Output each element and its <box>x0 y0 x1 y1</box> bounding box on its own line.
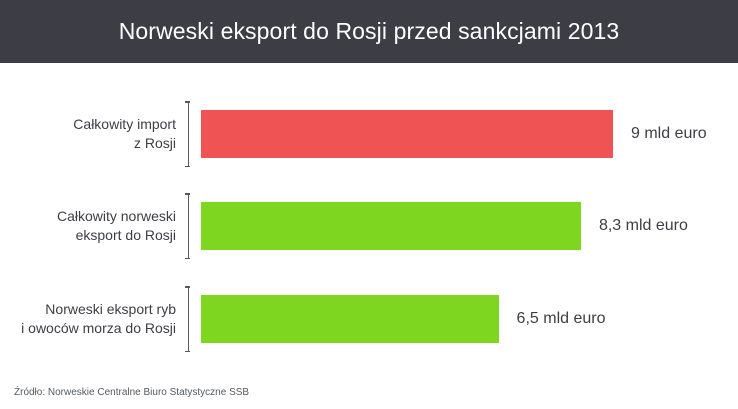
value-label: 8,3 mld euro <box>598 217 688 234</box>
category-label: Norweski eksport ryb i owoców morza do R… <box>21 301 176 336</box>
bar <box>201 202 581 250</box>
source-note: Źródło: Norweskie Centralne Biuro Statys… <box>14 387 250 398</box>
bar-row: Całkowity import z Rosji 9 mld euro <box>0 101 738 167</box>
value-label: 6,5 mld euro <box>516 310 606 327</box>
bar-row: Norweski eksport ryb i owoców morza do R… <box>0 286 738 352</box>
value-label: 9 mld euro <box>631 125 707 142</box>
label-bracket <box>183 286 190 352</box>
label-bracket <box>183 193 190 259</box>
category-label: Całkowity norweski eksport do Rosji <box>56 208 176 243</box>
chart-title: Norweski eksport do Rosji przed sankcjam… <box>118 18 620 44</box>
label-bracket <box>183 101 190 167</box>
chart-area: Całkowity import z Rosji 9 mld euro Całkow… <box>0 63 738 383</box>
category-label: Całkowity import z Rosji <box>73 116 176 151</box>
bar <box>201 110 613 158</box>
chart-header: Norweski eksport do Rosji przed sankcjam… <box>0 0 738 63</box>
bar-row: Całkowity norweski eksport do Rosji 8,3 m… <box>0 193 738 259</box>
bar <box>201 295 499 343</box>
